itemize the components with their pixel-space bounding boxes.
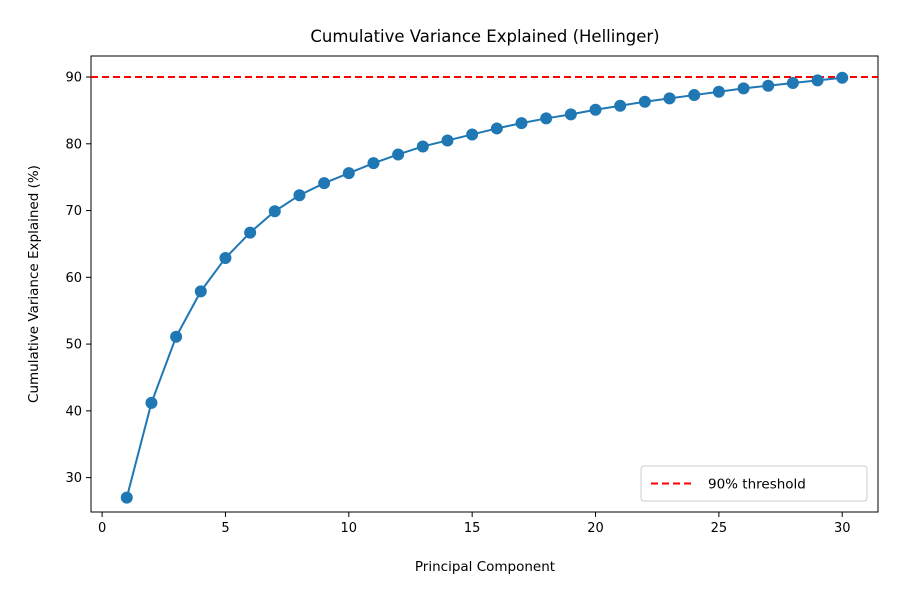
axes-frame bbox=[90, 55, 879, 513]
x-tick-label-30: 30 bbox=[834, 521, 851, 536]
data-point-pc9 bbox=[318, 177, 331, 190]
chart-title: Cumulative Variance Explained (Hellinger… bbox=[310, 27, 659, 46]
data-point-pc5 bbox=[219, 251, 232, 264]
data-point-pc6 bbox=[244, 226, 257, 239]
data-point-pc26 bbox=[737, 82, 750, 95]
data-point-pc20 bbox=[589, 103, 602, 116]
data-point-pc12 bbox=[392, 148, 405, 161]
x-tick-label-20: 20 bbox=[587, 521, 604, 536]
x-tick-label-10: 10 bbox=[341, 521, 358, 536]
data-point-pc1 bbox=[120, 491, 133, 504]
data-point-pc4 bbox=[194, 285, 207, 298]
data-point-pc8 bbox=[293, 189, 306, 202]
data-point-pc21 bbox=[614, 99, 627, 112]
data-point-pc13 bbox=[416, 140, 429, 153]
plot-area bbox=[90, 55, 879, 513]
data-point-pc25 bbox=[712, 85, 725, 98]
data-point-pc7 bbox=[268, 205, 281, 218]
axis-ticks: 0 5 10 15 20 25 30 30 40 50 60 70 80 90 bbox=[65, 71, 850, 536]
legend-frame bbox=[640, 465, 868, 502]
y-tick-label-90: 90 bbox=[65, 71, 82, 86]
y-axis-label: Cumulative Variance Explained (%) bbox=[26, 165, 42, 403]
data-point-pc2 bbox=[145, 396, 158, 409]
data-point-pc19 bbox=[564, 108, 577, 121]
data-point-pc30 bbox=[836, 71, 849, 84]
data-point-pc24 bbox=[688, 89, 701, 102]
x-tick-label-25: 25 bbox=[711, 521, 728, 536]
y-tick-label-50: 50 bbox=[65, 338, 82, 353]
data-point-pc17 bbox=[515, 117, 528, 130]
data-point-pc11 bbox=[367, 157, 380, 170]
data-point-pc14 bbox=[441, 134, 454, 147]
data-point-pc23 bbox=[663, 92, 676, 105]
legend-threshold-label: 90% threshold bbox=[708, 477, 806, 493]
y-tick-label-60: 60 bbox=[65, 271, 82, 286]
x-tick-label-5: 5 bbox=[221, 521, 229, 536]
data-point-pc28 bbox=[786, 77, 799, 90]
y-tick-label-40: 40 bbox=[65, 404, 82, 419]
x-tick-label-15: 15 bbox=[464, 521, 481, 536]
data-point-pc16 bbox=[490, 122, 503, 135]
data-point-pc10 bbox=[342, 167, 355, 180]
x-axis-label: Principal Component bbox=[415, 559, 555, 575]
data-point-pc22 bbox=[638, 95, 651, 108]
x-tick-label-0: 0 bbox=[98, 521, 106, 536]
data-point-pc18 bbox=[540, 112, 553, 125]
data-point-pc29 bbox=[811, 74, 824, 87]
data-point-pc27 bbox=[762, 79, 775, 92]
data-point-pc3 bbox=[170, 330, 183, 343]
y-tick-label-70: 70 bbox=[65, 204, 82, 219]
y-tick-label-80: 80 bbox=[65, 137, 82, 152]
data-point-pc15 bbox=[466, 128, 479, 141]
legend: 90% threshold bbox=[640, 465, 868, 502]
y-tick-label-30: 30 bbox=[65, 471, 82, 486]
